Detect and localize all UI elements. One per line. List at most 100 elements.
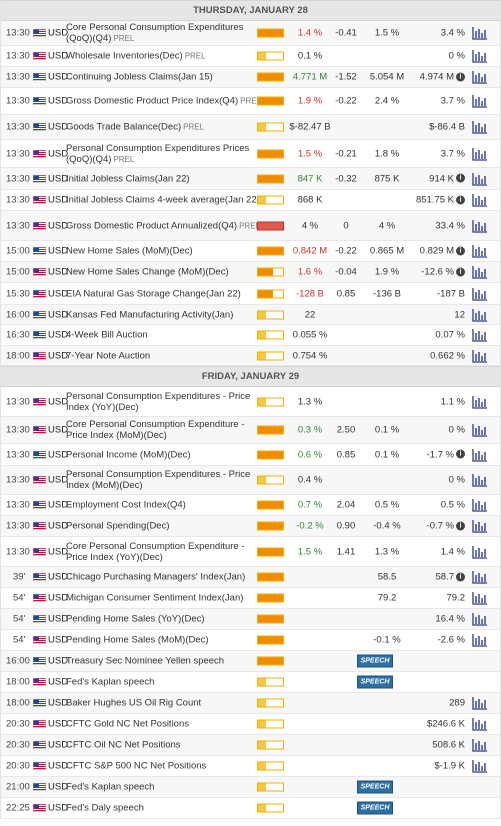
event-row[interactable]: 15:00 USD New Home Sales (MoM)(Dec) 0.842 M… xyxy=(1,241,500,262)
info-icon[interactable]: i xyxy=(456,572,465,582)
event-row[interactable]: 18:00 USD Baker Hughes US Oil Rig Count 289 xyxy=(1,693,500,714)
speech-badge[interactable]: SPEECH xyxy=(357,780,393,794)
event-name[interactable]: Fed's Kaplan speech xyxy=(66,677,154,688)
bar-chart-icon[interactable] xyxy=(472,49,488,63)
event-name[interactable]: 7-Year Note Auction xyxy=(66,350,150,361)
event-row[interactable]: 13:30 USD Personal Consumption Expenditure… xyxy=(1,466,500,495)
event-name[interactable]: Core Personal Consumption Expenditure - … xyxy=(66,541,254,563)
event-name[interactable]: Fed's Kaplan speech xyxy=(66,782,154,793)
event-name-text[interactable]: Kansas Fed Manufacturing Activity(Jan) xyxy=(66,309,234,320)
event-name-text[interactable]: Michigan Consumer Sentiment Index(Jan) xyxy=(66,592,244,604)
event-name[interactable]: New Home Sales Change (MoM)(Dec) xyxy=(66,267,229,278)
bar-chart-icon[interactable] xyxy=(472,498,488,512)
event-name-text[interactable]: EIA Natural Gas Storage Change(Jan 22) xyxy=(66,288,241,299)
event-name-text[interactable]: New Home Sales Change (MoM)(Dec) xyxy=(66,266,229,278)
bar-chart-icon[interactable] xyxy=(472,147,488,161)
event-name-text[interactable]: Treasury Sec Nominee Yellen speech xyxy=(66,655,225,667)
event-row[interactable]: 39' USD Chicago Purchasing Managers' Index… xyxy=(1,567,500,588)
event-row[interactable]: 16:00 USD Treasury Sec Nominee Yellen spee… xyxy=(1,651,500,672)
bar-chart-icon[interactable] xyxy=(472,591,488,605)
event-name-text[interactable]: Personal Spending(Dec) xyxy=(66,520,170,532)
event-row[interactable]: 13:30 USD Core Personal Consumption Expend… xyxy=(1,21,500,46)
bar-chart-icon[interactable] xyxy=(472,265,488,279)
event-name-text[interactable]: Wholesale Inventories(Dec) xyxy=(66,50,183,62)
bar-chart-icon[interactable] xyxy=(472,172,488,186)
event-name[interactable]: Employment Cost Index(Q4) xyxy=(66,500,186,511)
bar-chart-icon[interactable] xyxy=(472,287,488,301)
event-row[interactable]: 22:25 USD Fed's Daly speech SPEECH xyxy=(1,798,500,819)
info-icon[interactable]: i xyxy=(456,449,465,459)
event-name-text[interactable]: Personal Consumption Expenditures - Pric… xyxy=(66,469,251,491)
event-name[interactable]: CFTC S&P 500 NC Net Positions xyxy=(66,761,206,772)
event-name[interactable]: Pending Home Sales (MoM)(Dec) xyxy=(66,635,209,646)
event-row[interactable]: 13:30 USD Personal Income (MoM)(Dec) 0.6 % 0… xyxy=(1,444,500,466)
event-row[interactable]: 13:30 USD Core Personal Consumption Expend… xyxy=(1,417,500,444)
event-row[interactable]: 15:00 USD New Home Sales Change (MoM)(Dec)… xyxy=(1,262,500,283)
event-name[interactable]: EIA Natural Gas Storage Change(Jan 22) xyxy=(66,288,241,299)
bar-chart-icon[interactable] xyxy=(472,448,488,462)
event-row[interactable]: 13:30 USD Gross Domestic Product Price Ind… xyxy=(1,88,500,115)
event-name[interactable]: CFTC Oil NC Net Positions xyxy=(66,740,181,751)
event-row[interactable]: 13:30 USD Continuing Jobless Claims(Jan 15… xyxy=(1,67,500,88)
bar-chart-icon[interactable] xyxy=(472,473,488,487)
event-name-text[interactable]: Goods Trade Balance(Dec) xyxy=(66,121,182,133)
event-name-text[interactable]: Employment Cost Index(Q4) xyxy=(66,499,186,511)
event-name[interactable]: 4-Week Bill Auction xyxy=(66,330,148,341)
info-icon[interactable]: i xyxy=(456,521,465,531)
event-name[interactable]: Baker Hughes US Oil Rig Count xyxy=(66,698,201,709)
speech-badge[interactable]: SPEECH xyxy=(357,801,393,815)
event-name-text[interactable]: Core Personal Consumption Expenditures (… xyxy=(66,22,244,44)
event-name-text[interactable]: CFTC Gold NC Net Positions xyxy=(66,718,190,730)
event-name[interactable]: Continuing Jobless Claims(Jan 15) xyxy=(66,72,213,83)
event-name[interactable]: Personal Consumption Expenditures - Pric… xyxy=(66,391,254,413)
bar-chart-icon[interactable] xyxy=(472,519,488,533)
bar-chart-icon[interactable] xyxy=(472,349,488,363)
bar-chart-icon[interactable] xyxy=(472,308,488,322)
event-name[interactable]: Personal Income (MoM)(Dec) xyxy=(66,449,191,460)
bar-chart-icon[interactable] xyxy=(472,120,488,134)
event-name[interactable]: Gross Domestic Product Price Index(Q4) PR… xyxy=(66,96,261,107)
event-row[interactable]: 13:30 USD Personal Consumption Expenditure… xyxy=(1,387,500,417)
event-name-text[interactable]: Pending Home Sales (MoM)(Dec) xyxy=(66,634,209,646)
event-name-text[interactable]: Personal Consumption Expenditures - Pric… xyxy=(66,390,251,413)
event-name[interactable]: Pending Home Sales (YoY)(Dec) xyxy=(66,614,205,625)
event-name-text[interactable]: Core Personal Consumption Expenditure - … xyxy=(66,419,245,441)
event-row[interactable]: 13:30 USD Wholesale Inventories(Dec) PREL 0.… xyxy=(1,46,500,67)
bar-chart-icon[interactable] xyxy=(472,570,488,584)
event-name-text[interactable]: Baker Hughes US Oil Rig Count xyxy=(66,697,202,709)
event-name-text[interactable]: Initial Jobless Claims(Jan 22) xyxy=(66,173,190,184)
event-name-text[interactable]: Personal Consumption Expenditures Prices… xyxy=(66,142,250,165)
event-row[interactable]: 20:30 USD CFTC S&P 500 NC Net Positions $-1… xyxy=(1,756,500,777)
bar-chart-icon[interactable] xyxy=(472,696,488,710)
event-row[interactable]: 54' USD Pending Home Sales (MoM)(Dec) -0.1 … xyxy=(1,630,500,651)
event-name[interactable]: Personal Consumption Expenditures - Pric… xyxy=(66,469,254,491)
event-name[interactable]: Personal Spending(Dec) xyxy=(66,521,170,532)
bar-chart-icon[interactable] xyxy=(472,717,488,731)
event-name[interactable]: Wholesale Inventories(Dec) PREL xyxy=(66,51,206,62)
event-name[interactable]: Initial Jobless Claims(Jan 22) xyxy=(66,173,190,184)
event-name[interactable]: Initial Jobless Claims 4-week average(Ja… xyxy=(66,195,260,206)
event-row[interactable]: 13:30 USD Initial Jobless Claims(Jan 22) 84… xyxy=(1,168,500,190)
event-row[interactable]: 16:30 USD 4-Week Bill Auction 0.055 % 0.07 % xyxy=(1,325,500,346)
event-row[interactable]: 20:30 USD CFTC Gold NC Net Positions $246.6… xyxy=(1,714,500,735)
event-row[interactable]: 13:30 USD Personal Consumption Expenditure… xyxy=(1,140,500,168)
bar-chart-icon[interactable] xyxy=(472,70,488,84)
bar-chart-icon[interactable] xyxy=(472,423,488,437)
bar-chart-icon[interactable] xyxy=(472,395,488,409)
bar-chart-icon[interactable] xyxy=(472,219,488,233)
event-name-text[interactable]: Personal Income (MoM)(Dec) xyxy=(66,449,191,460)
event-row[interactable]: 54' USD Michigan Consumer Sentiment Index(… xyxy=(1,588,500,609)
event-name[interactable]: Personal Consumption Expenditures Prices… xyxy=(66,143,254,165)
event-name-text[interactable]: Fed's Kaplan speech xyxy=(66,781,155,793)
event-name[interactable]: Chicago Purchasing Managers' Index(Jan) xyxy=(66,572,245,583)
event-row[interactable]: 13:30 USD Gross Domestic Product Annualize… xyxy=(1,211,500,241)
event-row[interactable]: 13:30 USD Core Personal Consumption Expend… xyxy=(1,537,500,567)
info-icon[interactable]: i xyxy=(456,173,465,183)
speech-badge[interactable]: SPEECH xyxy=(357,654,393,668)
event-name-text[interactable]: 4-Week Bill Auction xyxy=(66,329,148,341)
event-row[interactable]: 13:30 USD Personal Spending(Dec) -0.2 % 0.90… xyxy=(1,516,500,537)
event-name[interactable]: Core Personal Consumption Expenditures (… xyxy=(66,22,254,44)
event-name[interactable]: Gross Domestic Product Annualized(Q4) PRE… xyxy=(66,220,260,231)
bar-chart-icon[interactable] xyxy=(472,244,488,258)
bar-chart-icon[interactable] xyxy=(472,759,488,773)
